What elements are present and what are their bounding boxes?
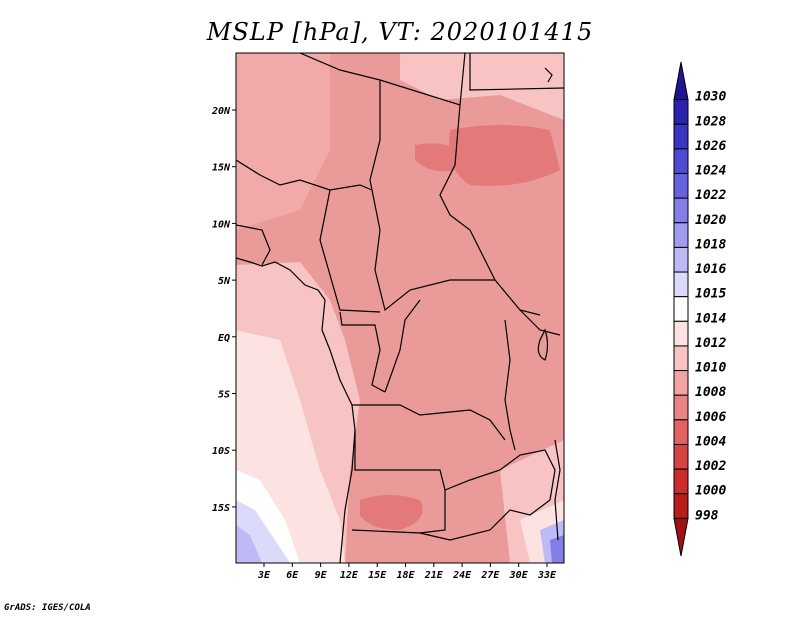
lon-label: 24E bbox=[452, 570, 472, 581]
colorbar-label: 1015 bbox=[695, 287, 726, 302]
border-westafrica bbox=[236, 224, 271, 266]
lon-label: 18E bbox=[396, 570, 415, 581]
field-sudan-1006 bbox=[449, 125, 560, 186]
field-north-1012 bbox=[400, 53, 564, 120]
lat-label: 5N bbox=[218, 276, 231, 287]
border-niger-west bbox=[299, 53, 381, 191]
border-car bbox=[371, 189, 541, 316]
grads-credit: GrADS: IGES/COLA bbox=[4, 603, 91, 613]
colorbar-label: 1028 bbox=[695, 114, 726, 129]
border-egypt bbox=[469, 53, 564, 91]
lon-label: 27E bbox=[480, 570, 500, 581]
colorbar-label: 1026 bbox=[695, 139, 726, 154]
lat-label: 15N bbox=[212, 163, 231, 174]
lon-label: 33E bbox=[537, 570, 557, 581]
colorbar-top-arrow bbox=[673, 61, 689, 101]
colorbar-label: 1014 bbox=[695, 311, 726, 326]
colorbar-swatch bbox=[673, 320, 689, 347]
field-gulf-1012 bbox=[236, 270, 330, 390]
field-angola-1006 bbox=[360, 495, 423, 530]
colorbar-swatch bbox=[673, 197, 689, 224]
lon-label: 9E bbox=[315, 570, 328, 581]
border-chad-sudan bbox=[439, 104, 496, 281]
lat-label: 20N bbox=[211, 106, 231, 117]
lon-label: 15E bbox=[368, 570, 387, 581]
lat-label: 5S bbox=[218, 390, 230, 401]
colorbar-swatch bbox=[673, 173, 689, 199]
lat-label: 10S bbox=[212, 446, 230, 457]
border-zambia bbox=[444, 449, 556, 501]
coastline bbox=[236, 257, 356, 563]
colorbar-label: 1018 bbox=[695, 237, 726, 252]
colorbar-label: 1016 bbox=[695, 262, 726, 277]
colorbar-swatch bbox=[673, 148, 689, 175]
colorbar-swatch bbox=[673, 296, 689, 322]
lat-label: EQ bbox=[218, 333, 230, 344]
colorbar-label: 1002 bbox=[695, 459, 726, 474]
latitude-axis: 20N 15N 10N 5N EQ 5S 10S 15S bbox=[211, 106, 236, 514]
border-zimbabwe bbox=[419, 499, 551, 541]
lon-label: 6E bbox=[286, 570, 299, 581]
border-sahel bbox=[236, 159, 373, 191]
lon-label: 3E bbox=[257, 570, 271, 581]
colorbar-swatch bbox=[673, 493, 689, 519]
colorbar-label: 1022 bbox=[695, 188, 726, 203]
longitude-axis: 3E 6E 9E 12E 15E 18E 21E 24E 27E 30E 33E bbox=[257, 563, 557, 581]
border-cameroon bbox=[319, 189, 381, 313]
field-atlantic-1018 bbox=[236, 525, 262, 563]
colorbar-swatch bbox=[673, 123, 689, 150]
border-uganda bbox=[519, 309, 561, 336]
lake-victoria bbox=[537, 328, 549, 361]
colorbar-label: 1030 bbox=[695, 90, 726, 105]
field-se-1020 bbox=[550, 535, 564, 563]
colorbar-label: 1024 bbox=[695, 164, 726, 179]
map-title: MSLP [hPa], VT: 2020101415 bbox=[206, 18, 594, 46]
plot-frame bbox=[235, 52, 565, 564]
coast-redsea bbox=[544, 67, 553, 83]
lat-label: 15S bbox=[212, 503, 230, 514]
colorbar-swatch bbox=[673, 345, 689, 372]
colorbar-label: 1006 bbox=[695, 410, 726, 425]
colorbar-swatch bbox=[673, 246, 689, 273]
colorbar-bottom-arrow bbox=[673, 517, 689, 557]
colorbar-label: 1008 bbox=[695, 385, 726, 400]
lon-label: 12E bbox=[340, 570, 359, 581]
lat-label: 10N bbox=[212, 219, 231, 230]
rift-lakes bbox=[504, 319, 516, 451]
colorbar-swatch bbox=[673, 443, 689, 470]
colorbar-label: 1000 bbox=[695, 484, 726, 499]
colorbar-swatch bbox=[673, 419, 689, 445]
lon-label: 30E bbox=[509, 570, 529, 581]
lon-label: 21E bbox=[424, 570, 444, 581]
colorbar-swatch bbox=[673, 394, 689, 421]
colorbar-swatch bbox=[673, 99, 689, 125]
colorbar-swatch bbox=[673, 271, 689, 298]
colorbar-label: 1004 bbox=[695, 434, 726, 449]
border-drc-west bbox=[384, 299, 421, 393]
colorbar: 1030 1028 1026 1024 1022 1020 1018 1016 1015 1014… bbox=[673, 61, 726, 557]
colorbar-swatch bbox=[673, 370, 689, 396]
borders bbox=[236, 53, 564, 563]
colorbar-label: 998 bbox=[695, 508, 719, 523]
border-mozambique bbox=[554, 439, 561, 541]
border-gabon-congo bbox=[339, 311, 386, 393]
colorbar-label: 1020 bbox=[695, 213, 726, 228]
colorbar-swatch bbox=[673, 468, 689, 495]
field-nw-1010 bbox=[236, 53, 330, 230]
border-angola-north bbox=[352, 404, 506, 441]
colorbar-label: 1012 bbox=[695, 336, 726, 351]
colorbar-swatch bbox=[673, 222, 689, 248]
pressure-field bbox=[236, 53, 564, 563]
colorbar-label: 1010 bbox=[695, 361, 726, 376]
